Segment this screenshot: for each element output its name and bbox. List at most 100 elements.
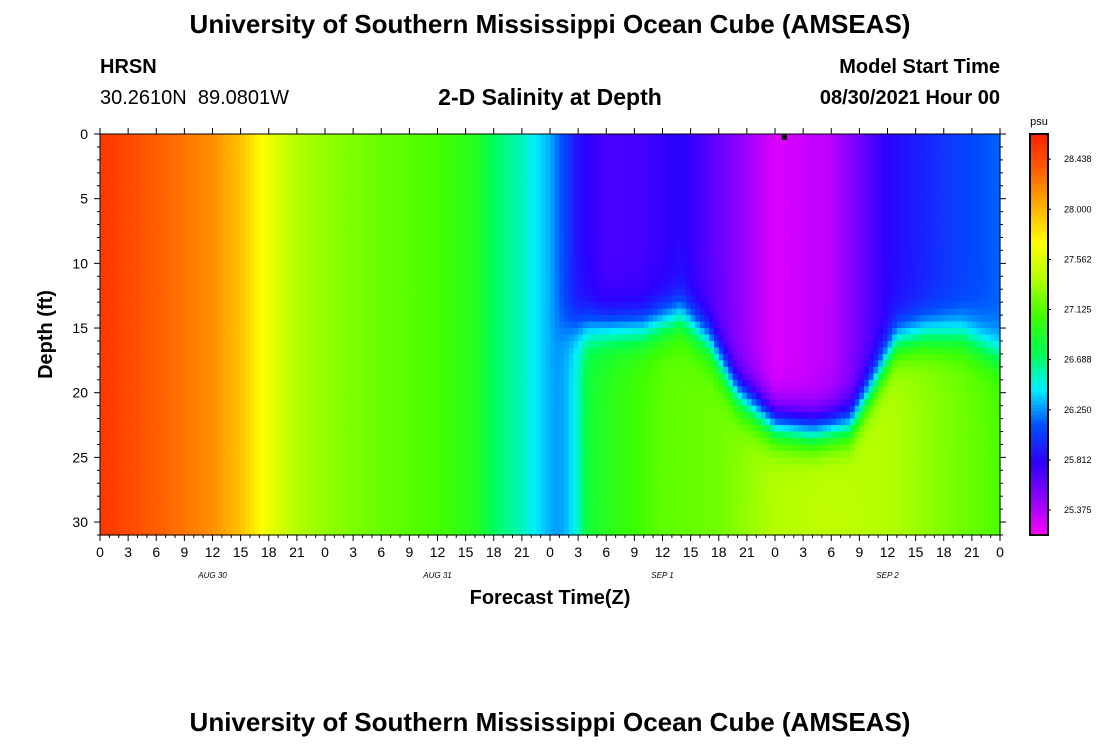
heatmap-cell xyxy=(475,237,481,245)
heatmap-cell xyxy=(432,463,439,471)
heatmap-cell xyxy=(390,366,396,374)
heatmap-cell xyxy=(151,276,157,284)
heatmap-cell xyxy=(460,140,467,148)
heatmap-cell xyxy=(301,276,307,284)
heatmap-cell xyxy=(175,211,181,219)
heatmap-cell xyxy=(114,399,120,407)
heatmap-cell xyxy=(151,250,157,258)
heatmap-cell xyxy=(385,450,392,458)
heatmap-cell xyxy=(273,140,279,148)
heatmap-cell xyxy=(353,509,359,517)
heatmap-cell xyxy=(329,476,335,484)
heatmap-cell xyxy=(418,334,425,342)
heatmap-cell xyxy=(250,489,256,497)
heatmap-cell xyxy=(165,366,171,374)
heatmap-cell xyxy=(437,218,443,226)
heatmap-cell xyxy=(423,302,429,310)
heatmap-cell xyxy=(329,289,335,297)
heatmap-cell xyxy=(428,463,434,471)
heatmap-cell xyxy=(132,231,139,239)
heatmap-cell xyxy=(371,295,378,303)
heatmap-cell xyxy=(371,522,378,530)
heatmap-cell xyxy=(189,192,195,200)
heatmap-cell xyxy=(114,295,120,303)
heatmap-cell xyxy=(460,231,467,239)
heatmap-cell xyxy=(367,360,373,368)
heatmap-cell xyxy=(404,502,410,510)
heatmap-cell xyxy=(198,146,204,155)
heatmap-cell xyxy=(362,528,368,536)
heatmap-cell xyxy=(287,450,293,458)
heatmap-cell xyxy=(170,392,176,400)
heatmap-cell xyxy=(325,476,331,484)
heatmap-cell xyxy=(165,140,171,148)
heatmap-cell xyxy=(390,146,396,155)
heatmap-cell xyxy=(221,502,228,510)
heatmap-cell xyxy=(414,172,420,180)
heatmap-cell xyxy=(385,166,392,174)
heatmap-cell xyxy=(184,463,190,471)
heatmap-cell xyxy=(418,315,425,323)
heatmap-cell xyxy=(395,146,401,155)
heatmap-cell xyxy=(193,444,200,452)
heatmap-cell xyxy=(376,405,382,413)
heatmap-cell xyxy=(175,192,181,200)
chart-subtitle: 2-D Salinity at Depth xyxy=(438,84,662,110)
heatmap-cell xyxy=(114,340,120,349)
heatmap-cell xyxy=(306,463,312,471)
heatmap-cell xyxy=(390,276,396,284)
heatmap-cell xyxy=(310,353,317,361)
heatmap-cell xyxy=(259,315,265,323)
heatmap-cell xyxy=(400,134,406,142)
heatmap-cell xyxy=(250,496,256,504)
heatmap-cell xyxy=(273,386,279,394)
heatmap-cell xyxy=(470,328,476,336)
heatmap-cell xyxy=(151,315,157,323)
heatmap-cell xyxy=(362,211,368,219)
heatmap-cell xyxy=(142,231,148,239)
heatmap-cell xyxy=(123,340,129,349)
heatmap-cell xyxy=(404,463,410,471)
heatmap-cell xyxy=(428,457,434,465)
heatmap-cell xyxy=(128,205,134,213)
heatmap-cell xyxy=(325,134,331,142)
heatmap-cell xyxy=(456,328,462,336)
heatmap-cell xyxy=(362,231,368,239)
heatmap-cell xyxy=(442,496,448,504)
heatmap-cell xyxy=(371,185,378,193)
heatmap-cell xyxy=(381,425,387,433)
heatmap-cell xyxy=(320,353,326,361)
heatmap-cell xyxy=(142,360,148,368)
heatmap-cell xyxy=(118,444,125,452)
heatmap-cell xyxy=(446,334,453,342)
heatmap-cell xyxy=(367,302,373,310)
heatmap-cell xyxy=(184,269,190,277)
heatmap-cell xyxy=(348,282,354,290)
heatmap-cell xyxy=(442,308,448,316)
heatmap-cell xyxy=(334,146,340,155)
heatmap-cell xyxy=(179,431,185,439)
heatmap-cell xyxy=(292,172,298,180)
heatmap-cell xyxy=(254,386,260,394)
heatmap-cell xyxy=(235,282,242,290)
heatmap-cell xyxy=(273,340,279,349)
heatmap-cell xyxy=(306,159,312,167)
heatmap-cell xyxy=(184,256,190,264)
heatmap-cell xyxy=(268,192,275,200)
heatmap-cell xyxy=(418,483,425,491)
heatmap-cell xyxy=(390,483,396,491)
heatmap-cell xyxy=(146,399,153,407)
heatmap-cell xyxy=(193,185,200,193)
heatmap-cell xyxy=(418,250,425,258)
heatmap-cell xyxy=(437,483,443,491)
heatmap-cell xyxy=(446,489,453,497)
heatmap-cell xyxy=(306,522,312,530)
heatmap-cell xyxy=(296,218,303,226)
heatmap-cell xyxy=(203,140,209,148)
heatmap-cell xyxy=(264,437,270,446)
heatmap-cell xyxy=(310,528,317,536)
heatmap-cell xyxy=(404,140,410,148)
heatmap-cell xyxy=(343,276,350,284)
heatmap-cell xyxy=(428,509,434,517)
heatmap-cell xyxy=(446,528,453,536)
